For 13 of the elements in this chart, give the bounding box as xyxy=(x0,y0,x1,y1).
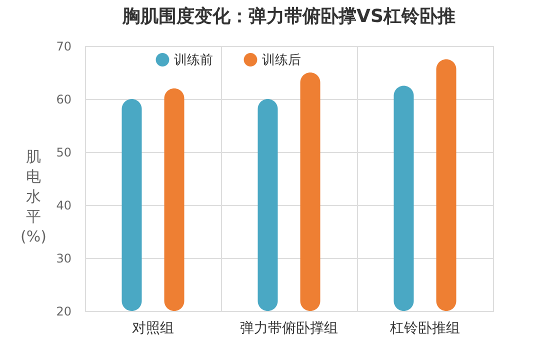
x-tick-label: 对照组 xyxy=(132,320,174,336)
y-axis-title: 肌电水平(%) xyxy=(20,148,46,246)
y-tick-label: 50 xyxy=(56,146,72,160)
y-tick-label: 40 xyxy=(56,198,72,212)
x-tick-label: 弹力带俯卧撑组 xyxy=(240,320,338,336)
y-tick-label: 70 xyxy=(56,40,72,54)
legend-label: 训练前 xyxy=(174,52,213,68)
y-tick-label: 60 xyxy=(56,92,72,106)
legend-label: 训练后 xyxy=(262,52,301,68)
chart-title: 胸肌围度变化：弹力带俯卧撑VS杠铃卧推 xyxy=(122,6,456,27)
y-tick-label: 20 xyxy=(56,304,72,318)
x-tick-label: 杠铃卧推组 xyxy=(389,320,460,336)
y-tick-label: 30 xyxy=(56,252,72,266)
